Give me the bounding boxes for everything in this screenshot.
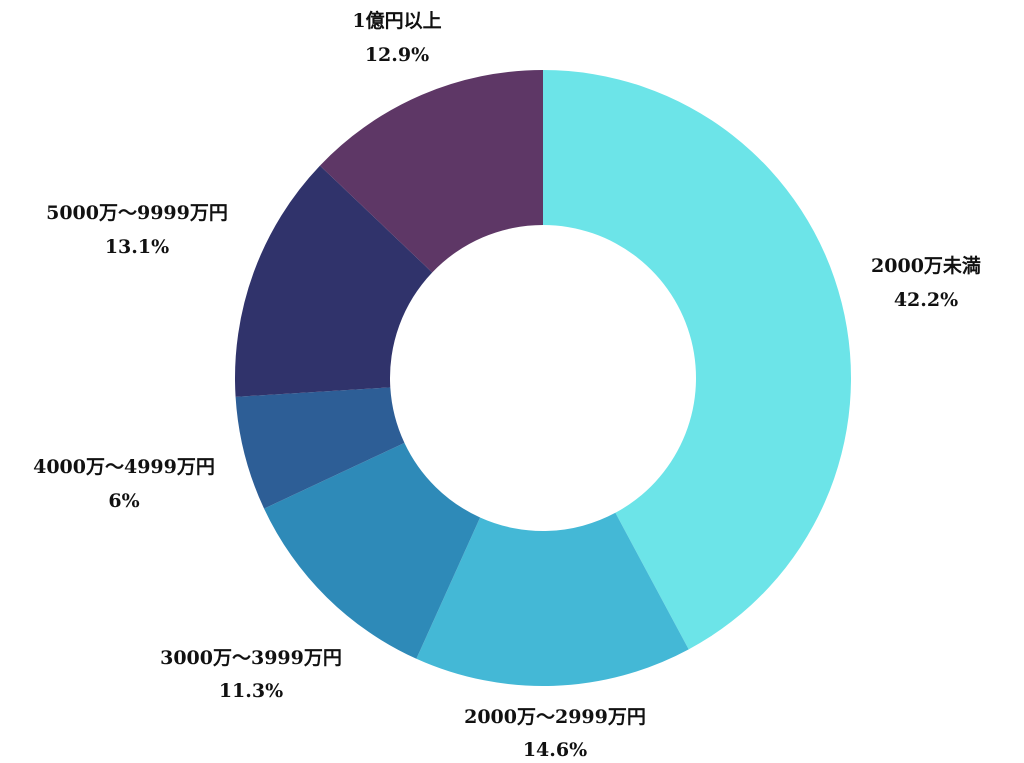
slice-label-1: 2000万～2999万円 <box>464 706 646 728</box>
donut-slice-2 <box>264 442 481 659</box>
donut-slices <box>235 70 851 686</box>
slice-label-4: 5000万～9999万円 <box>46 202 228 224</box>
donut-slice-5 <box>319 70 543 273</box>
donut-slice-0 <box>543 70 851 650</box>
slice-label-2: 3000万～3999万円 <box>160 647 342 669</box>
donut-slice-3 <box>235 387 405 509</box>
slice-label-3: 4000万～4999万円 <box>33 456 215 478</box>
donut-slice-4 <box>235 165 433 397</box>
donut-slice-1 <box>416 512 689 686</box>
slice-label-0: 2000万未満 <box>871 254 981 277</box>
slice-label-5: 1億円以上 <box>352 9 441 32</box>
slice-value-1: 14.6% <box>523 739 587 761</box>
slice-value-0: 42.2% <box>894 289 958 311</box>
slice-value-2: 11.3% <box>219 680 283 702</box>
slice-value-4: 13.1% <box>105 236 169 258</box>
donut-labels: 2000万未満 42.2% 2000万～2999万円 14.6% 3000万～3999万… <box>33 9 981 761</box>
slice-value-5: 12.9% <box>365 44 429 66</box>
slice-value-3: 6% <box>108 490 139 512</box>
